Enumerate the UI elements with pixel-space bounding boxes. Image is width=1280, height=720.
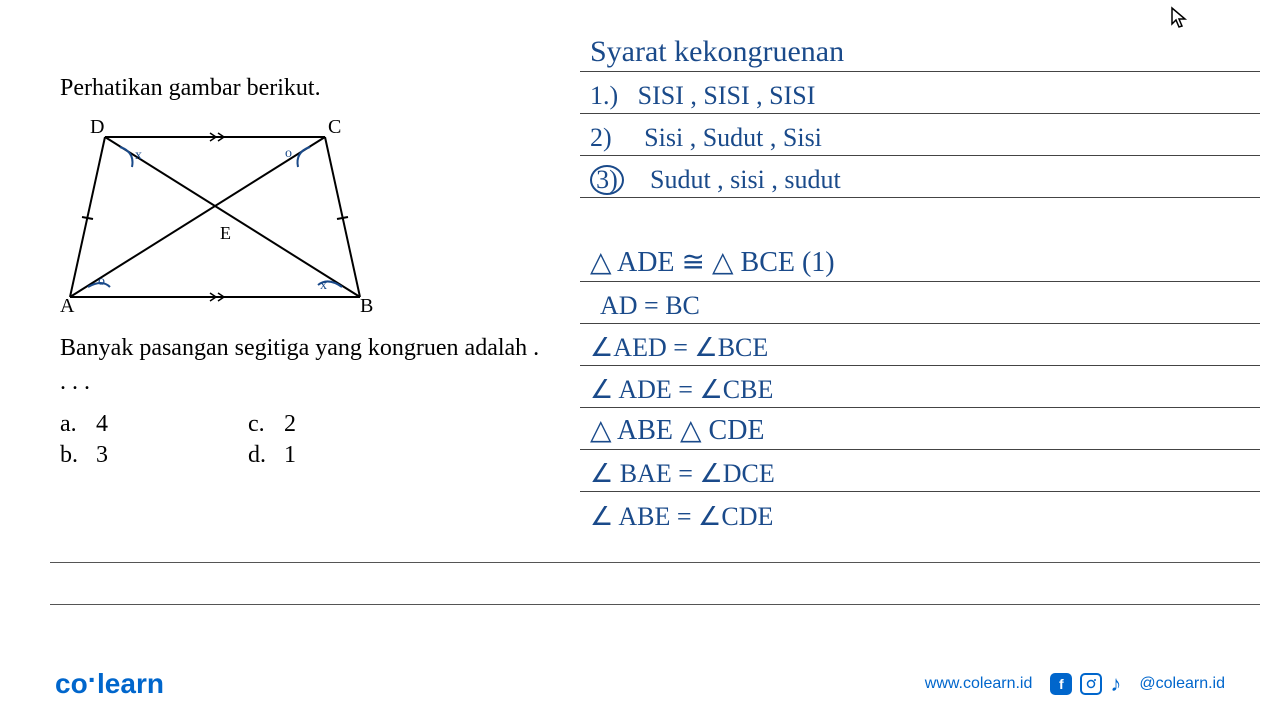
choice-d: d. 1 (248, 442, 296, 469)
social-handle[interactable]: @colearn.id (1139, 675, 1225, 693)
svg-text:x: x (135, 148, 142, 163)
answer-choices: a. 4 b. 3 c. 2 d. 1 (60, 411, 540, 469)
footer: co·learn www.colearn.id f ♪ @colearn.id (0, 668, 1280, 700)
footer-right: www.colearn.id f ♪ @colearn.id (925, 671, 1225, 697)
tiktok-icon[interactable]: ♪ (1110, 671, 1121, 697)
vertex-D: D (90, 117, 104, 138)
separator-line (50, 604, 1260, 605)
choice-b: b. 3 (60, 442, 108, 469)
hw-proof-5: △ ABE △ CDE (580, 408, 1260, 450)
colearn-logo: co·learn (55, 668, 164, 700)
hw-rule-3: 3) Sudut , sisi , sudut (580, 156, 1260, 198)
hw-spacer (580, 198, 1260, 240)
hw-rule-2: 2) Sisi , Sudut , Sisi (580, 114, 1260, 156)
hw-proof-6: ∠ BAE = ∠DCE (580, 450, 1260, 492)
svg-text:o: o (285, 146, 292, 161)
question-text: Banyak pasangan segitiga yang kongruen a… (60, 332, 540, 399)
hw-proof-4: ∠ ADE = ∠CBE (580, 366, 1260, 408)
handwritten-panel: Syarat kekongruenan 1.) SISI , SISI , SI… (580, 30, 1260, 534)
vertex-C: C (328, 117, 341, 138)
social-icons: f ♪ (1050, 671, 1121, 697)
choice-a: a. 4 (60, 411, 108, 438)
hw-proof-3: ∠AED = ∠BCE (580, 324, 1260, 366)
problem-panel: Perhatikan gambar berikut. x o o (60, 75, 540, 469)
hw-title: Syarat kekongruenan (590, 35, 844, 69)
choice-c: c. 2 (248, 411, 296, 438)
hw-proof-1: △ ADE ≅ △ BCE (1) (580, 240, 1260, 282)
hw-proof-7: ∠ ABE = ∠CDE (580, 492, 1260, 534)
problem-title: Perhatikan gambar berikut. (60, 75, 540, 102)
trapezoid-diagram: x o o x A B C D E (60, 117, 380, 317)
vertex-B: B (360, 295, 373, 317)
vertex-A: A (60, 295, 75, 317)
svg-text:o: o (98, 274, 105, 289)
facebook-icon[interactable]: f (1050, 673, 1072, 695)
vertex-E: E (220, 223, 231, 243)
instagram-icon[interactable] (1080, 673, 1102, 695)
hw-title-line: Syarat kekongruenan (580, 30, 1260, 72)
hw-proof-2: AD = BC (580, 282, 1260, 324)
website-link[interactable]: www.colearn.id (925, 675, 1033, 693)
separator-line (50, 562, 1260, 563)
hw-rule-1: 1.) SISI , SISI , SISI (580, 72, 1260, 114)
svg-text:x: x (320, 278, 327, 293)
